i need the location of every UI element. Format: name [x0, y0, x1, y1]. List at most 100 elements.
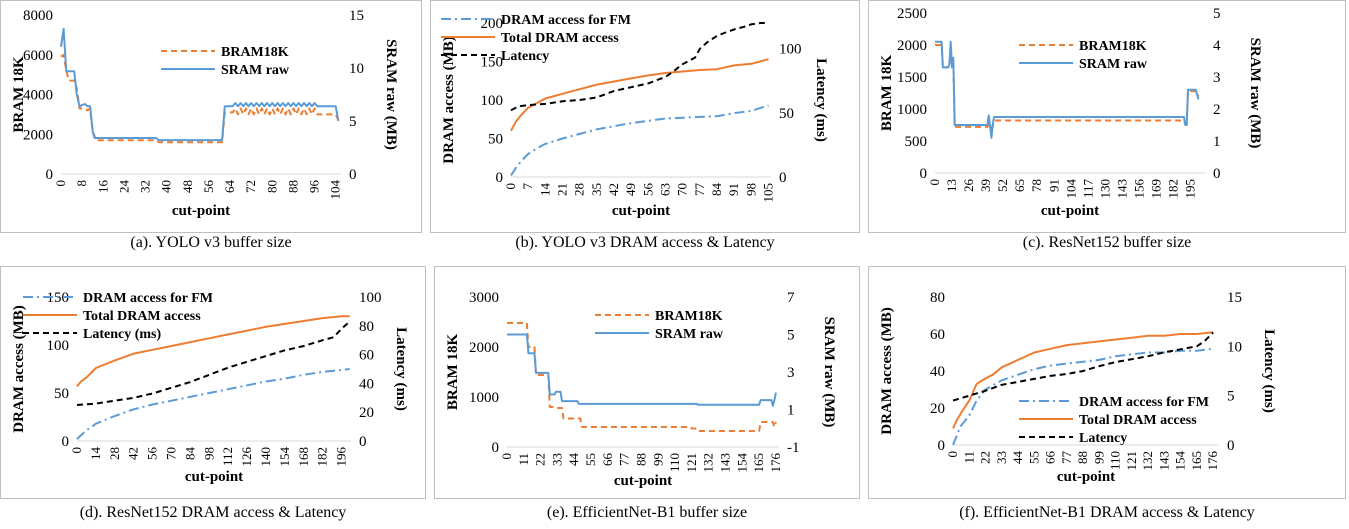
chart-c-ytick: 500	[905, 134, 928, 150]
chart-c-ytick: 2500	[897, 6, 927, 22]
chart-a-caption: (a). YOLO v3 buffer size	[130, 234, 292, 251]
chart-a-xtick: 0	[53, 180, 68, 187]
chart-a-xtick: 72	[243, 180, 258, 193]
chart-a-y2tick: 5	[349, 114, 357, 130]
chart-d-xtick: 0	[69, 447, 84, 454]
chart-d-xtick: 84	[182, 447, 197, 461]
chart-f-xtick: 132	[1140, 451, 1155, 471]
chart-c-y2tick: 0	[1213, 166, 1221, 182]
chart-b-xtick: 77	[692, 183, 707, 197]
chart-e-y2tick: 5	[787, 328, 795, 344]
chart-f-y2tick: 5	[1227, 389, 1235, 405]
chart-f-caption: (f). EfficientNet-B1 DRAM access & Laten…	[959, 504, 1255, 521]
chart-e-xtick: 121	[684, 453, 699, 473]
chart-e-ylabel: BRAM 18K	[445, 334, 461, 411]
chart-f-ytick: 20	[930, 401, 945, 417]
chart-e-xtick: 11	[516, 453, 531, 466]
chart-d-ytick: 0	[62, 434, 70, 450]
chart-f-xtick: 143	[1156, 451, 1171, 471]
chart-a-xtick: 64	[222, 180, 237, 194]
chart-f-y2tick: 15	[1227, 290, 1242, 306]
chart-b-y2tick: 50	[779, 106, 794, 122]
chart-f-xtick: 22	[978, 451, 993, 464]
chart-f-xtick: 33	[994, 451, 1009, 464]
chart-d-series-line-2	[76, 320, 351, 406]
chart-b-ytick: 50	[488, 132, 503, 148]
chart-a-ytick: 2000	[23, 127, 53, 143]
chart-e-ytick: 3000	[469, 290, 499, 306]
chart-b-legend-label-2: Latency	[501, 49, 549, 64]
chart-a-y2label: SRAM raw (MB)	[383, 39, 399, 150]
chart-a-ytick: 0	[46, 167, 54, 183]
chart-c-legend-label-0: BRAM18K	[1079, 39, 1147, 54]
chart-d-y2label: Latency (ms)	[393, 327, 409, 411]
chart-f-y2tick: 10	[1227, 339, 1242, 355]
chart-c-xtick: 13	[944, 179, 959, 192]
chart-d-xtick: 196	[334, 447, 349, 467]
chart-d-y2tick: 80	[359, 319, 374, 335]
chart-d-series-line-1	[76, 315, 350, 387]
chart-a-xlabel: cut-point	[172, 203, 230, 219]
chart-e-xtick: 77	[617, 453, 632, 467]
chart-c-y2tick: 2	[1213, 102, 1221, 118]
chart-c-ytick: 1500	[897, 70, 927, 86]
chart-c-xtick: 143	[1114, 179, 1129, 199]
chart-a-xtick: 48	[180, 180, 195, 193]
chart-b-caption: (b). YOLO v3 DRAM access & Latency	[515, 234, 775, 251]
chart-e-xtick: 143	[718, 453, 733, 473]
chart-a-xtick: 80	[264, 180, 279, 193]
chart-c-xtick: 52	[995, 179, 1010, 192]
chart-d-xtick: 154	[277, 447, 292, 467]
chart-e-xtick: 165	[751, 453, 766, 473]
chart-d-xtick: 42	[126, 447, 141, 460]
chart-e-ytick: 2000	[469, 340, 499, 356]
chart-b-series-line-0	[510, 104, 769, 177]
chart-f-y2tick: 0	[1227, 438, 1235, 454]
chart-b-xtick: 14	[537, 183, 552, 197]
chart-f-xtick: 121	[1124, 451, 1139, 471]
chart-f-xtick: 77	[1059, 451, 1074, 465]
chart-a-ytick: 6000	[23, 48, 53, 64]
chart-d-xtick: 28	[107, 447, 122, 460]
chart-b-series-line-1	[510, 58, 769, 132]
chart-b-xtick: 63	[658, 183, 673, 196]
chart-d-xtick: 140	[258, 447, 273, 467]
chart-b-xtick: 49	[623, 183, 638, 196]
chart-c-legend-label-1: SRAM raw	[1079, 57, 1148, 72]
chart-e-xtick: 110	[667, 453, 682, 472]
chart-a-xtick: 56	[201, 180, 216, 194]
chart-c-series-line-1	[935, 40, 1200, 139]
chart-d-xtick: 70	[163, 447, 178, 460]
chart-f-y2label: Latency (ms)	[1261, 329, 1277, 413]
chart-e-xtick: 88	[633, 453, 648, 466]
chart-b-legend-label-0: DRAM access for FM	[501, 13, 631, 28]
chart-a-xtick: 40	[159, 180, 174, 193]
chart-e-xtick: 55	[583, 453, 598, 466]
chart-a-y2tick: 10	[349, 61, 364, 77]
chart-b-xtick: 28	[572, 183, 587, 196]
chart-e-series-line-1	[507, 333, 777, 407]
chart-d-ytick: 50	[54, 386, 69, 402]
chart-f-xlabel: cut-point	[1057, 469, 1115, 485]
chart-d-y2tick: 60	[359, 348, 374, 364]
chart-d-xtick: 126	[239, 447, 254, 467]
chart-c-ytick: 2000	[897, 38, 927, 54]
chart-a-xtick: 8	[74, 180, 89, 187]
chart-d-ylabel: DRAM access (MB)	[11, 305, 27, 432]
chart-a-xtick: 24	[116, 180, 131, 194]
chart-d-legend-label-1: Total DRAM access	[83, 309, 201, 324]
chart-c-xtick: 182	[1166, 179, 1181, 199]
chart-e-y2tick: 3	[787, 365, 795, 381]
chart-d-caption: (d). ResNet152 DRAM access & Latency	[79, 504, 347, 521]
chart-d-y2tick: 20	[359, 405, 374, 421]
chart-f-xtick: 176	[1205, 451, 1220, 471]
chart-f-ytick: 60	[930, 327, 945, 343]
chart-b-legend-label-1: Total DRAM access	[501, 31, 619, 46]
chart-f-series-line-1	[952, 331, 1214, 429]
chart-d-legend-label-0: DRAM access for FM	[83, 291, 213, 306]
chart-d-xtick: 56	[145, 447, 160, 461]
chart-d-y2tick: 0	[359, 434, 367, 450]
chart-f-ylabel: DRAM access (MB)	[879, 307, 895, 434]
chart-e-ytick: 1000	[469, 390, 499, 406]
